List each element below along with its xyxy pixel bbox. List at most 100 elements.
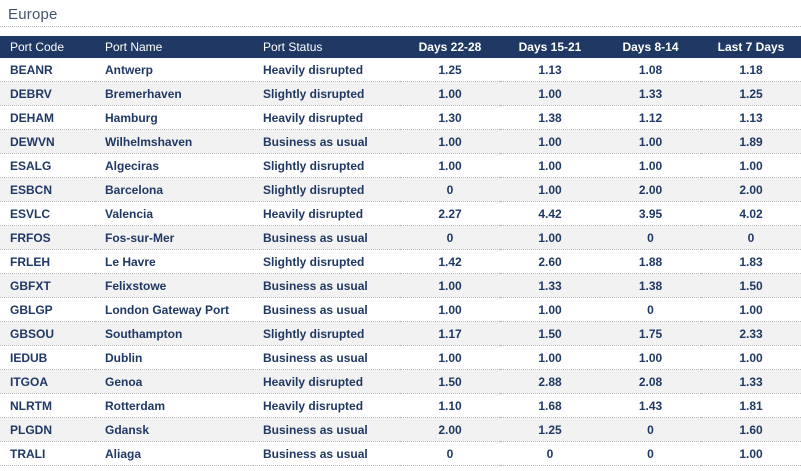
cell-d15: 1.38 xyxy=(500,105,600,130)
cell-status: Heavily disrupted xyxy=(253,58,400,82)
cell-d8: 1.88 xyxy=(600,249,701,274)
cell-d8: 1.00 xyxy=(600,345,701,370)
cell-d8: 1.75 xyxy=(600,321,701,346)
cell-code: DEWVN xyxy=(0,129,95,154)
cell-status: Slightly disrupted xyxy=(253,81,400,106)
cell-last7: 2.00 xyxy=(701,177,801,202)
cell-name: London Gateway Port xyxy=(95,297,253,322)
cell-last7: 1.00 xyxy=(701,153,801,178)
cell-code: GBSOU xyxy=(0,321,95,346)
cell-d22: 1.30 xyxy=(400,105,500,130)
cell-d15: 1.50 xyxy=(500,321,600,346)
cell-status: Business as usual xyxy=(253,441,400,466)
cell-d22: 1.17 xyxy=(400,321,500,346)
table-header: Port Code Port Name Port Status Days 22-28 D… xyxy=(0,36,801,58)
cell-last7: 1.81 xyxy=(701,393,801,418)
cell-name: Rotterdam xyxy=(95,393,253,418)
table-row-esbcn: ESBCN Barcelona Slightly disrupted 0 1.00 2.0… xyxy=(0,177,801,202)
column-header-d8: Days 8-14 xyxy=(600,36,701,58)
cell-d22: 0 xyxy=(400,441,500,466)
cell-code: FRLEH xyxy=(0,249,95,274)
cell-d15: 1.00 xyxy=(500,153,600,178)
column-header-status: Port Status xyxy=(253,36,400,58)
cell-d15: 1.00 xyxy=(500,297,600,322)
cell-status: Slightly disrupted xyxy=(253,249,400,274)
cell-d8: 1.00 xyxy=(600,153,701,178)
cell-d22: 1.10 xyxy=(400,393,500,418)
cell-d8: 0 xyxy=(600,441,701,466)
cell-d22: 1.00 xyxy=(400,153,500,178)
cell-d22: 1.42 xyxy=(400,249,500,274)
cell-name: Hamburg xyxy=(95,105,253,130)
cell-d8: 3.95 xyxy=(600,201,701,226)
cell-d8: 2.08 xyxy=(600,369,701,394)
cell-last7: 1.00 xyxy=(701,441,801,466)
cell-d15: 1.00 xyxy=(500,129,600,154)
table-row-esvlc: ESVLC Valencia Heavily disrupted 2.27 4.42 3.… xyxy=(0,201,801,226)
cell-d8: 1.00 xyxy=(600,129,701,154)
cell-name: Fos-sur-Mer xyxy=(95,225,253,250)
cell-code: ESBCN xyxy=(0,177,95,202)
cell-status: Business as usual xyxy=(253,225,400,250)
cell-d22: 0 xyxy=(400,177,500,202)
cell-code: ESVLC xyxy=(0,201,95,226)
column-header-d15: Days 15-21 xyxy=(500,36,600,58)
cell-d22: 1.00 xyxy=(400,129,500,154)
cell-code: FRFOS xyxy=(0,225,95,250)
table-row-itgoa: ITGOA Genoa Heavily disrupted 1.50 2.88 2.08 1… xyxy=(0,369,801,394)
cell-last7: 1.89 xyxy=(701,129,801,154)
column-header-code: Port Code xyxy=(0,36,95,58)
cell-d8: 0 xyxy=(600,225,701,250)
cell-name: Bremerhaven xyxy=(95,81,253,106)
cell-name: Southampton xyxy=(95,321,253,346)
cell-code: ESALG xyxy=(0,153,95,178)
cell-status: Business as usual xyxy=(253,345,400,370)
cell-status: Business as usual xyxy=(253,297,400,322)
cell-last7: 1.60 xyxy=(701,417,801,442)
section-header: Europe xyxy=(0,0,801,27)
table-row-esalg: ESALG Algeciras Slightly disrupted 1.00 1.00… xyxy=(0,153,801,178)
cell-last7: 4.02 xyxy=(701,201,801,226)
cell-d22: 2.00 xyxy=(400,417,500,442)
cell-code: DEBRV xyxy=(0,81,95,106)
cell-d8: 0 xyxy=(600,297,701,322)
cell-last7: 2.33 xyxy=(701,321,801,346)
cell-d15: 4.42 xyxy=(500,201,600,226)
cell-name: Wilhelmshaven xyxy=(95,129,253,154)
cell-status: Heavily disrupted xyxy=(253,369,400,394)
table-row-gbfxt: GBFXT Felixstowe Business as usual 1.00 1.33… xyxy=(0,273,801,298)
cell-status: Business as usual xyxy=(253,417,400,442)
cell-last7: 1.25 xyxy=(701,81,801,106)
cell-code: DEHAM xyxy=(0,105,95,130)
cell-status: Heavily disrupted xyxy=(253,201,400,226)
cell-d8: 1.38 xyxy=(600,273,701,298)
cell-name: Barcelona xyxy=(95,177,253,202)
cell-code: NLRTM xyxy=(0,393,95,418)
cell-d15: 1.33 xyxy=(500,273,600,298)
cell-d8: 0 xyxy=(600,417,701,442)
cell-d22: 0 xyxy=(400,225,500,250)
cell-code: IEDUB xyxy=(0,345,95,370)
table-row-trali: TRALI Aliaga Business as usual 0 0 0 1.00 xyxy=(0,441,801,466)
table-row-deham: DEHAM Hamburg Heavily disrupted 1.30 1.38 1.1… xyxy=(0,105,801,130)
cell-name: Aliaga xyxy=(95,441,253,466)
cell-name: Algeciras xyxy=(95,153,253,178)
cell-d15: 2.88 xyxy=(500,369,600,394)
cell-d8: 1.08 xyxy=(600,58,701,82)
cell-status: Business as usual xyxy=(253,129,400,154)
table-row-iedub: IEDUB Dublin Business as usual 1.00 1.00 1.00… xyxy=(0,345,801,370)
cell-d15: 1.00 xyxy=(500,225,600,250)
port-status-table: Port Code Port Name Port Status Days 22-28 D… xyxy=(0,36,801,466)
cell-last7: 1.50 xyxy=(701,273,801,298)
cell-d15: 1.00 xyxy=(500,81,600,106)
page-title: Europe xyxy=(8,6,58,23)
table-row-plgdn: PLGDN Gdansk Business as usual 2.00 1.25 0 1.6… xyxy=(0,417,801,442)
cell-code: PLGDN xyxy=(0,417,95,442)
cell-last7: 1.18 xyxy=(701,58,801,82)
cell-d15: 1.00 xyxy=(500,177,600,202)
cell-d22: 1.50 xyxy=(400,369,500,394)
column-header-d22: Days 22-28 xyxy=(400,36,500,58)
cell-d22: 1.00 xyxy=(400,81,500,106)
cell-last7: 1.13 xyxy=(701,105,801,130)
